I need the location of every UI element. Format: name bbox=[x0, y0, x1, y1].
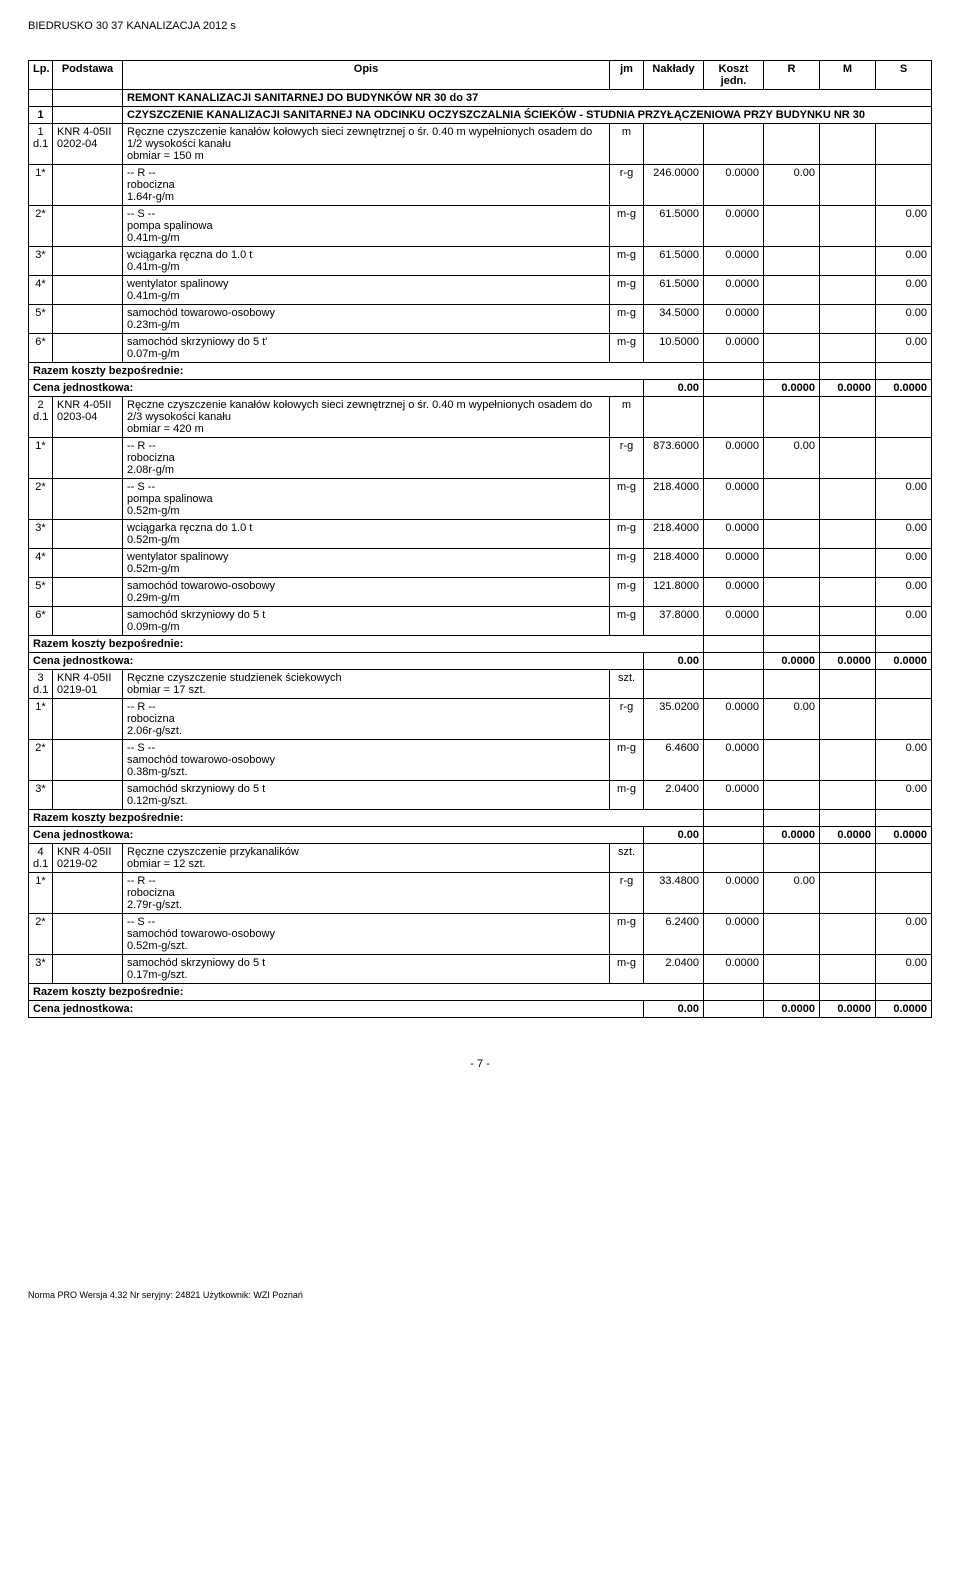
col-lp: Lp. bbox=[29, 61, 53, 90]
doc-title: BIEDRUSKO 30 37 KANALIZACJA 2012 s bbox=[28, 20, 932, 32]
table-row: 1d.1KNR 4-05II 0202-04Ręczne czyszczenie… bbox=[29, 124, 932, 165]
table-row: 2*-- S --pompa spalinowa0.52m-g/mm-g218.… bbox=[29, 479, 932, 520]
table-row: Cena jednostkowa:0.000.00000.00000.0000 bbox=[29, 380, 932, 397]
table-row: 1*-- R --robocizna2.08r-g/mr-g873.60000.… bbox=[29, 438, 932, 479]
col-podstawa: Podstawa bbox=[53, 61, 123, 90]
table-row: Razem koszty bezpośrednie: bbox=[29, 984, 932, 1001]
table-row: 1*-- R --robocizna2.06r-g/szt.r-g35.0200… bbox=[29, 699, 932, 740]
table-row: 6*samochód skrzyniowy do 5 t0.09m-g/mm-g… bbox=[29, 607, 932, 636]
table-row: Razem koszty bezpośrednie: bbox=[29, 636, 932, 653]
table-row: 3*samochód skrzyniowy do 5 t0.12m-g/szt.… bbox=[29, 781, 932, 810]
table-row: 3d.1KNR 4-05II 0219-01Ręczne czyszczenie… bbox=[29, 670, 932, 699]
table-row: 4*wentylator spalinowy0.41m-g/mm-g61.500… bbox=[29, 276, 932, 305]
header-row: Lp. Podstawa Opis jm Nakłady Koszt jedn.… bbox=[29, 61, 932, 90]
table-row: Razem koszty bezpośrednie: bbox=[29, 810, 932, 827]
table-row: 1*-- R --robocizna1.64r-g/mr-g246.00000.… bbox=[29, 165, 932, 206]
table-row: Cena jednostkowa:0.000.00000.00000.0000 bbox=[29, 827, 932, 844]
table-row: 3*wciągarka ręczna do 1.0 t0.52m-g/mm-g2… bbox=[29, 520, 932, 549]
col-koszt-jedn: Koszt jedn. bbox=[704, 61, 764, 90]
col-m: M bbox=[820, 61, 876, 90]
table-row: 4*wentylator spalinowy0.52m-g/mm-g218.40… bbox=[29, 549, 932, 578]
table-row: 2*-- S --samochód towarowo-osobowy0.52m-… bbox=[29, 914, 932, 955]
table-row: 3*wciągarka ręczna do 1.0 t0.41m-g/mm-g6… bbox=[29, 247, 932, 276]
col-opis: Opis bbox=[123, 61, 610, 90]
table-row: 2*-- S --samochód towarowo-osobowy0.38m-… bbox=[29, 740, 932, 781]
cost-table: Lp. Podstawa Opis jm Nakłady Koszt jedn.… bbox=[28, 60, 932, 1018]
table-row: Cena jednostkowa:0.000.00000.00000.0000 bbox=[29, 653, 932, 670]
col-jm: jm bbox=[610, 61, 644, 90]
table-row: 3*samochód skrzyniowy do 5 t0.17m-g/szt.… bbox=[29, 955, 932, 984]
col-s: S bbox=[876, 61, 932, 90]
table-row: 2d.1KNR 4-05II 0203-04Ręczne czyszczenie… bbox=[29, 397, 932, 438]
table-row: REMONT KANALIZACJI SANITARNEJ DO BUDYNKÓ… bbox=[29, 90, 932, 107]
table-row: 4d.1KNR 4-05II 0219-02Ręczne czyszczenie… bbox=[29, 844, 932, 873]
table-row: 1CZYSZCZENIE KANALIZACJI SANITARNEJ NA O… bbox=[29, 107, 932, 124]
col-naklady: Nakłady bbox=[644, 61, 704, 90]
table-row: 1*-- R --robocizna2.79r-g/szt.r-g33.4800… bbox=[29, 873, 932, 914]
table-row: 5*samochód towarowo-osobowy0.23m-g/mm-g3… bbox=[29, 305, 932, 334]
col-r: R bbox=[764, 61, 820, 90]
page-number: - 7 - bbox=[28, 1058, 932, 1070]
table-row: Razem koszty bezpośrednie: bbox=[29, 363, 932, 380]
table-row: Cena jednostkowa:0.000.00000.00000.0000 bbox=[29, 1001, 932, 1018]
table-row: 5*samochód towarowo-osobowy0.29m-g/mm-g1… bbox=[29, 578, 932, 607]
footer-text: Norma PRO Wersja 4.32 Nr seryjny: 24821 … bbox=[28, 1290, 932, 1300]
table-row: 2*-- S --pompa spalinowa0.41m-g/mm-g61.5… bbox=[29, 206, 932, 247]
table-row: 6*samochód skrzyniowy do 5 t'0.07m-g/mm-… bbox=[29, 334, 932, 363]
